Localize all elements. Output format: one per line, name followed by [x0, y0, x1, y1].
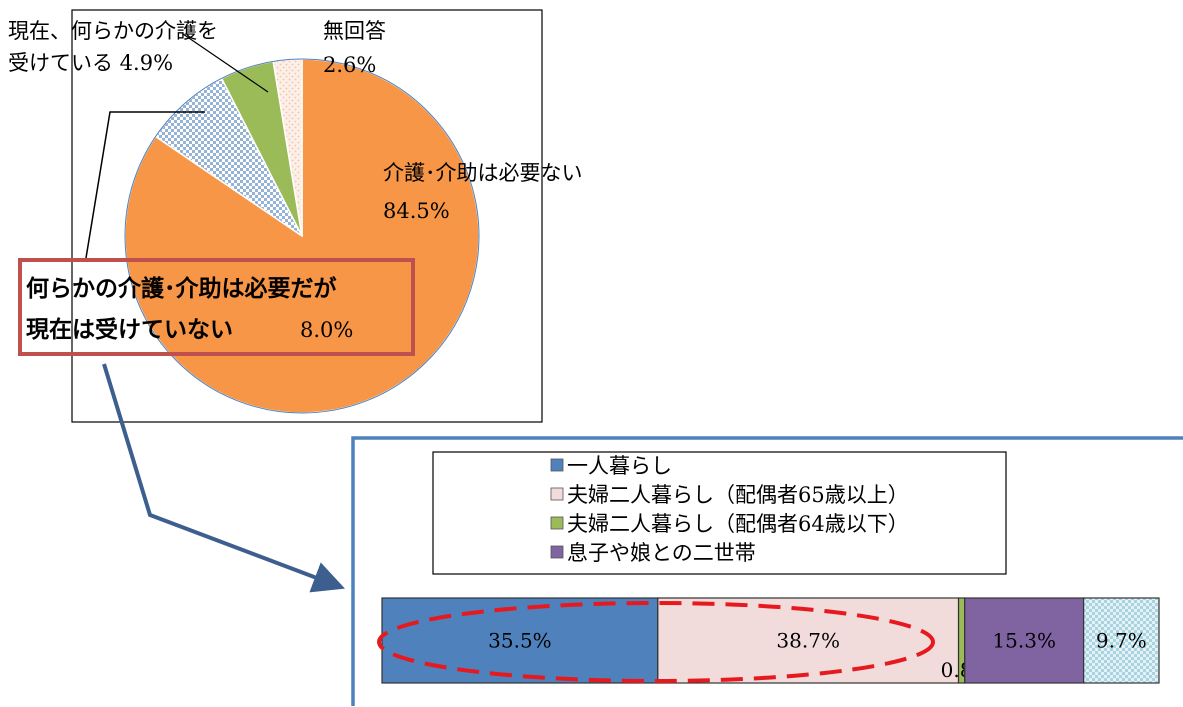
callout-line1: 何らかの介護･介助は必要だが [26, 275, 337, 302]
legend-swatch [550, 458, 564, 472]
callout-line2: 現在は受けていない [26, 316, 233, 343]
legend-label: 一人暮らし [567, 454, 672, 478]
legend-label: 息子や娘との二世帯 [567, 541, 756, 565]
label-no-answer-line1: 無回答 [323, 19, 386, 43]
callout-box [18, 258, 415, 356]
legend-swatch [550, 487, 564, 501]
stacked-bar: 35.5%38.7%0.8%15.3%9.7% [381, 597, 1160, 684]
highlight-ellipse [377, 601, 935, 683]
label-receiving-line1: 現在、何らかの介護を [8, 19, 218, 43]
pie-slices [124, 58, 480, 414]
leader-callout [85, 111, 205, 259]
bar-seg-couple-65-plus [657, 597, 960, 684]
label-not-needed-line2: 84.5% [383, 199, 450, 223]
bar-value-label: 35.5% [488, 629, 552, 653]
bar-panel-frame [351, 436, 1183, 706]
label-not-needed-line1: 介護･介助は必要ない [383, 161, 583, 185]
legend-swatch [550, 516, 564, 530]
pie-outline [124, 58, 480, 414]
callout-pct: 8.0% [300, 318, 353, 342]
legend-label: 夫婦二人暮らし（配偶者64歳以下） [567, 512, 909, 536]
leader-receiving [182, 33, 269, 93]
legend-box [432, 451, 1007, 575]
label-receiving-line2: 受けている 4.9% [8, 51, 173, 75]
bar-seg-two-generation [964, 597, 1085, 684]
legend-swatch [550, 545, 564, 559]
bar-value-label: 38.7% [776, 629, 840, 653]
bar-value-label: 15.3% [992, 629, 1056, 653]
bar-seg-other [1083, 597, 1160, 684]
bar-value-label: 9.7% [1096, 629, 1147, 653]
arrow-to-bar [102, 363, 345, 593]
legend-label: 夫婦二人暮らし（配偶者65歳以上） [567, 483, 909, 507]
bar-seg-living-alone [381, 597, 659, 684]
label-no-answer-line2: 2.6% [323, 53, 376, 77]
